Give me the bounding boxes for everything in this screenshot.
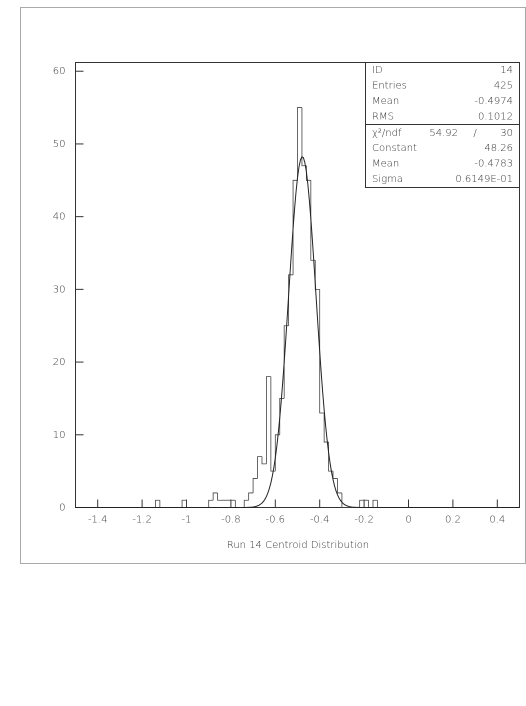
x-tick-label: -0.8 [221, 515, 241, 526]
fit-value: 48.26 [484, 143, 513, 154]
histogram-bin [292, 179, 298, 275]
plot-area [75, 62, 520, 508]
histogram-bin [266, 376, 271, 464]
x-tick-label: -0.6 [266, 515, 286, 526]
histogram-bin [297, 107, 302, 181]
x-tick-label: -0.4 [310, 515, 330, 526]
chi2-label: χ²/ndf [372, 128, 402, 139]
histogram-bin [270, 376, 276, 472]
stats-value: 0.1012 [478, 112, 513, 123]
stats-label: Mean [372, 96, 399, 107]
x-tick-label: -1.4 [88, 515, 108, 526]
stats-value: 14 [500, 65, 513, 76]
y-tick-label: 60 [53, 66, 66, 77]
stats-value: 425 [494, 81, 513, 92]
chi2-separator: / [473, 128, 477, 139]
x-axis-label: Run 14 Centroid Distribution [227, 540, 369, 551]
stats-value: -0.4974 [474, 96, 513, 107]
stats-label: RMS [372, 112, 394, 123]
chi2-value: 54.92 [429, 128, 458, 139]
fit-label: Mean [372, 159, 399, 170]
y-tick-label: 50 [53, 139, 66, 150]
histogram-bin [234, 500, 240, 508]
histogram-bin [341, 492, 347, 508]
stats-label: Entries [372, 81, 407, 92]
fit-label: Constant [372, 143, 417, 154]
y-tick-label: 0 [59, 503, 65, 514]
fit-label: Sigma [372, 174, 403, 185]
histogram-bin [332, 471, 338, 479]
histogram-bin [314, 260, 320, 290]
x-tick-label: 0.4 [489, 515, 505, 526]
histogram-bin [261, 456, 267, 465]
histogram-bin [208, 499, 214, 508]
histogram-bin [377, 500, 382, 508]
histogram-bin [279, 398, 285, 435]
histogram-bin [155, 499, 160, 508]
histogram-bin [159, 500, 165, 508]
y-tick-label: 40 [53, 212, 66, 223]
histogram-bin [248, 492, 254, 501]
x-tick-label: -1.2 [132, 515, 152, 526]
histogram-bin [288, 274, 294, 326]
histogram-bin [181, 499, 187, 508]
x-tick-label: 0 [405, 515, 411, 526]
histogram-bin [368, 500, 373, 508]
fit-curve [75, 155, 520, 508]
histogram-bin [212, 492, 218, 501]
histogram-bin [359, 499, 365, 508]
histogram-bin [337, 478, 342, 494]
stats-label: ID [372, 65, 383, 76]
x-tick-label: 0.2 [445, 515, 461, 526]
histogram-bin [319, 289, 325, 414]
histogram-bin [186, 500, 191, 508]
x-tick-label: -0.2 [354, 515, 374, 526]
histogram-bin [217, 492, 223, 501]
x-tick-label: -1 [182, 515, 192, 526]
histogram-bin [243, 499, 249, 508]
fit-value: -0.4783 [474, 159, 513, 170]
histogram-bin [257, 456, 262, 479]
y-tick-label: 10 [53, 430, 66, 441]
y-tick-label: 20 [53, 357, 66, 368]
chi2-ndf: 30 [500, 128, 513, 139]
histogram-bin [372, 499, 378, 508]
y-tick-label: 30 [53, 284, 66, 295]
histogram-bin [252, 478, 258, 493]
fit-value: 0.6149E-01 [455, 174, 513, 185]
